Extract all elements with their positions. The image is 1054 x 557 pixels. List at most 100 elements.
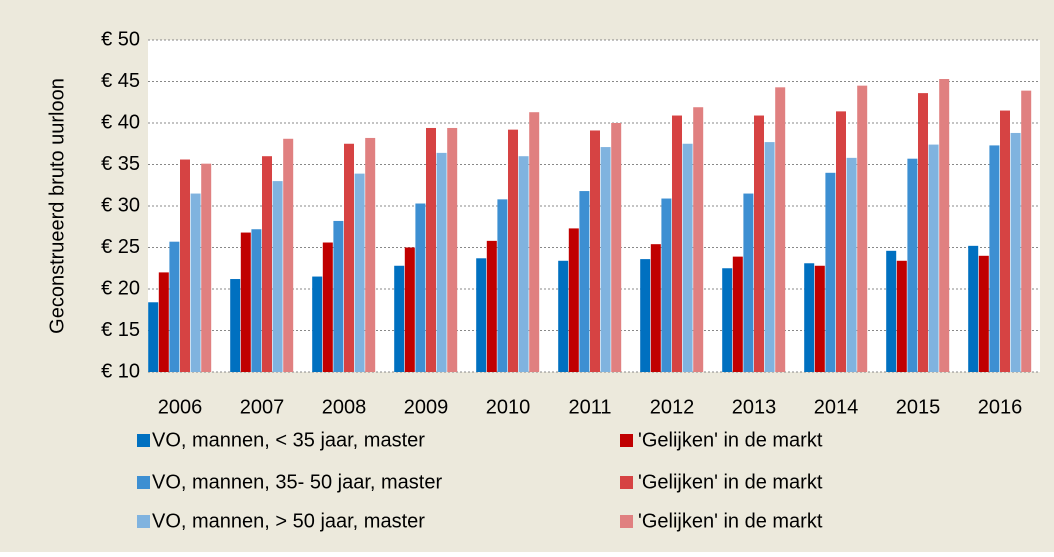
bar <box>590 130 600 372</box>
bar <box>415 203 426 372</box>
legend-swatch <box>137 434 150 447</box>
x-tick-label: 2015 <box>896 396 941 418</box>
bar <box>251 229 262 372</box>
bar <box>804 263 815 372</box>
y-tick-label: € 10 <box>101 360 140 382</box>
y-tick-label: € 20 <box>101 277 140 299</box>
bar <box>1010 132 1021 372</box>
legend-label: 'Gelijken' in de markt <box>638 429 823 451</box>
legend-label: 'Gelijken' in de markt <box>638 510 823 532</box>
legend-swatch <box>620 515 633 528</box>
bar <box>775 87 786 372</box>
legend-label: VO, mannen, 35- 50 jaar, master <box>152 471 442 493</box>
y-tick-label: € 15 <box>101 319 140 341</box>
bar <box>354 173 365 372</box>
bar <box>968 245 979 372</box>
legend-swatch <box>620 434 633 447</box>
bar <box>978 255 989 372</box>
bar <box>754 115 764 372</box>
legend-swatch <box>137 515 150 528</box>
y-tick-label: € 50 <box>101 28 140 50</box>
bar <box>262 156 272 372</box>
bar <box>447 127 458 372</box>
bar <box>558 260 569 372</box>
bar <box>722 268 733 372</box>
bar <box>732 256 743 372</box>
x-tick-label: 2011 <box>568 396 611 418</box>
bar <box>661 198 672 372</box>
bar <box>600 147 611 372</box>
bar <box>283 138 294 372</box>
x-tick-label: 2008 <box>322 396 367 418</box>
bar <box>333 220 344 372</box>
bar <box>394 265 405 372</box>
bar <box>529 112 540 373</box>
legend-label: 'Gelijken' in de markt <box>638 471 823 493</box>
bar <box>518 156 529 372</box>
bar <box>1021 90 1032 372</box>
x-tick-label: 2007 <box>240 396 285 418</box>
y-tick-label: € 25 <box>101 236 140 258</box>
bar <box>272 181 283 372</box>
bar <box>672 115 682 372</box>
bar <box>190 193 201 372</box>
legend-swatch <box>137 476 150 489</box>
bar <box>497 199 508 372</box>
bar <box>814 265 825 372</box>
x-tick-label: 2014 <box>814 396 859 418</box>
bar <box>312 276 323 372</box>
bar <box>476 258 487 372</box>
bar <box>836 111 846 372</box>
x-tick-label: 2010 <box>486 396 531 418</box>
bar <box>693 107 704 372</box>
bar <box>180 159 190 372</box>
x-tick-label: 2012 <box>650 396 695 418</box>
bar <box>989 145 1000 372</box>
bar <box>1000 110 1010 373</box>
bar <box>907 158 918 372</box>
bar <box>322 242 333 372</box>
bar <box>426 127 436 372</box>
y-tick-label: € 30 <box>101 194 140 216</box>
y-tick-label: € 40 <box>101 111 140 133</box>
bar <box>230 279 241 372</box>
bar <box>682 143 693 372</box>
bar <box>846 157 857 372</box>
bar <box>640 259 651 372</box>
bar <box>886 250 897 372</box>
bar <box>158 272 169 372</box>
y-axis-label: Geconstrueerd bruto uurloon <box>46 78 68 334</box>
legend-swatch <box>620 476 633 489</box>
bar <box>508 129 518 372</box>
bar <box>825 172 836 372</box>
bar <box>764 142 775 372</box>
legend-label: VO, mannen, < 35 jaar, master <box>152 429 425 451</box>
bar <box>743 193 754 372</box>
bar <box>436 152 447 372</box>
x-tick-label: 2009 <box>404 396 449 418</box>
bar <box>568 228 579 372</box>
x-tick-label: 2006 <box>158 396 203 418</box>
y-tick-label: € 35 <box>101 153 140 175</box>
bar <box>928 144 939 372</box>
bar <box>201 163 212 372</box>
bar <box>857 85 868 373</box>
y-tick-label: € 45 <box>101 70 140 92</box>
bar <box>344 143 354 372</box>
x-tick-label: 2016 <box>978 396 1023 418</box>
bar <box>240 232 251 372</box>
bar <box>486 240 497 372</box>
bar <box>365 137 376 372</box>
bar <box>579 191 590 372</box>
bar <box>896 260 907 372</box>
bar <box>939 79 950 372</box>
bar <box>404 247 415 372</box>
bar <box>611 123 622 372</box>
bar <box>169 241 180 372</box>
bar <box>918 93 928 373</box>
legend-label: VO, mannen, > 50 jaar, master <box>152 510 425 532</box>
bar <box>650 244 661 372</box>
x-tick-label: 2013 <box>732 396 777 418</box>
bar <box>148 302 159 372</box>
